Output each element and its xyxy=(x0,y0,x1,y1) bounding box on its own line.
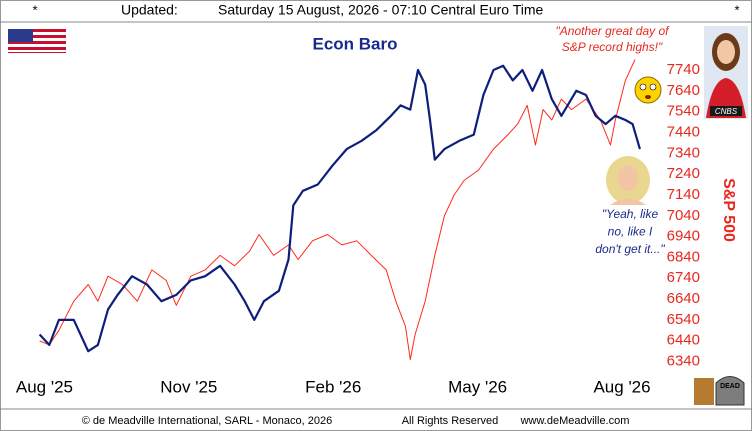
annotation: no, like I xyxy=(608,225,653,239)
y-tick-label: 6940 xyxy=(667,228,700,245)
grave-icon: DEAD xyxy=(694,376,745,406)
blonde-figure xyxy=(606,156,650,205)
us-flag xyxy=(8,29,66,53)
annotation: "Yeah, like xyxy=(602,207,659,221)
annotation: "Another great day of xyxy=(556,24,671,38)
x-tick-label: May '26 xyxy=(448,377,507,396)
x-tick-label: Nov '25 xyxy=(160,377,217,396)
chart-title: Econ Baro xyxy=(312,34,397,53)
y-tick-label: 6640 xyxy=(667,290,700,307)
series-line xyxy=(39,59,636,360)
annotation: S&P record highs!" xyxy=(562,40,663,54)
y-axis-label: S&P 500 xyxy=(720,178,737,242)
header-timestamp: Saturday 15 August, 2026 - 07:10 Central… xyxy=(218,2,544,18)
plot: 6340 6440 6540 6640 6740 6840 6940 7040 7140 7240… xyxy=(16,24,700,396)
y-tick-label: 7740 xyxy=(667,61,700,78)
footer-copyright: © de Meadville International, SARL - Mon… xyxy=(82,415,332,427)
y-tick-label: 6340 xyxy=(667,353,700,370)
series-line xyxy=(38,64,641,353)
y-tick-label: 6740 xyxy=(667,269,700,286)
badge-text: DEAD xyxy=(720,383,740,390)
y-tick-label: 7240 xyxy=(667,165,700,182)
footer-rights: All Rights Reserved xyxy=(402,415,499,427)
header-mark: * xyxy=(734,2,739,17)
header-label: Updated: xyxy=(121,2,178,18)
x-tick-label: Aug '26 xyxy=(593,377,650,396)
badge-text: CNBS xyxy=(715,107,738,116)
x-tick-label: Aug '25 xyxy=(16,377,73,396)
y-tick-label: 7540 xyxy=(667,103,700,120)
y-tick-label: 6840 xyxy=(667,248,700,265)
y-tick-label: 7640 xyxy=(667,82,700,99)
news-anchor-image: CNBS xyxy=(704,26,748,119)
footer-website: www.deMeadville.com xyxy=(520,415,630,427)
y-tick-label: 7040 xyxy=(667,207,700,224)
emoji-face xyxy=(634,76,662,104)
x-tick-label: Feb '26 xyxy=(305,377,361,396)
header-mark: * xyxy=(32,2,37,17)
y-tick-label: 6540 xyxy=(667,311,700,328)
y-tick-label: 6440 xyxy=(667,332,700,349)
annotation: don't get it..." xyxy=(595,242,665,256)
y-tick-label: 7140 xyxy=(667,186,700,203)
y-tick-label: 7440 xyxy=(667,123,700,140)
y-tick-label: 7340 xyxy=(667,144,700,161)
